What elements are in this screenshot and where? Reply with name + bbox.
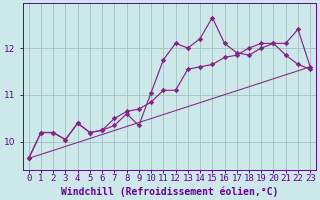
X-axis label: Windchill (Refroidissement éolien,°C): Windchill (Refroidissement éolien,°C) (61, 186, 278, 197)
